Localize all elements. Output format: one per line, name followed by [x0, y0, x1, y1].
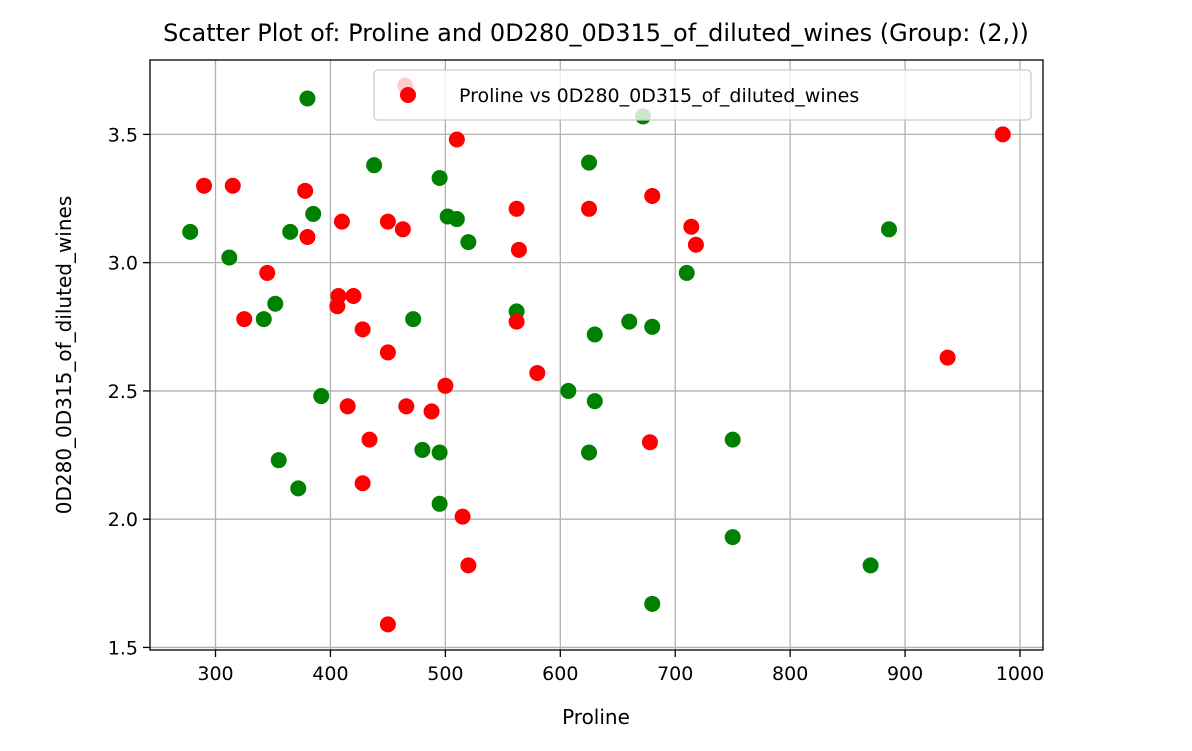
data-point — [644, 187, 661, 204]
data-point — [270, 452, 287, 469]
data-point — [305, 205, 322, 222]
data-point — [267, 295, 284, 312]
data-point — [431, 170, 448, 186]
data-point — [330, 288, 347, 304]
legend-box — [373, 69, 1032, 121]
data-point — [354, 321, 371, 338]
data-point — [683, 218, 700, 235]
y-tick-label: 2.0 — [108, 509, 138, 531]
legend: Proline vs 0D280_0D315_of_diluted_wines — [373, 69, 1032, 121]
data-point — [299, 90, 316, 107]
data-point — [379, 616, 396, 633]
x-tick-label: 800 — [772, 663, 808, 685]
x-tick-label: 1000 — [996, 663, 1044, 685]
x-tick-label: 300 — [197, 663, 233, 685]
data-point — [448, 131, 465, 148]
plot-frame — [149, 59, 1044, 651]
data-point — [297, 182, 314, 199]
data-point — [508, 313, 525, 330]
data-point — [581, 154, 598, 171]
data-point — [454, 508, 471, 525]
data-point — [182, 223, 199, 240]
y-tick-label: 3.5 — [108, 124, 138, 146]
data-point — [313, 388, 330, 405]
data-point — [448, 211, 465, 228]
data-point — [290, 480, 307, 497]
data-point — [255, 311, 272, 328]
x-tick-label: 400 — [312, 663, 348, 685]
data-point — [379, 344, 396, 361]
data-point — [678, 264, 695, 281]
legend-label: Proline vs 0D280_0D315_of_diluted_wines — [459, 85, 859, 107]
data-point — [282, 223, 299, 240]
x-tick-label: 500 — [427, 663, 463, 685]
data-point — [724, 431, 741, 448]
data-point — [510, 241, 527, 258]
data-point — [644, 318, 661, 335]
data-point — [508, 200, 525, 217]
x-tick-label: 600 — [542, 663, 578, 685]
data-point — [560, 382, 577, 399]
data-point — [354, 475, 371, 492]
data-point — [236, 311, 253, 328]
y-tick-label: 3.0 — [108, 253, 138, 275]
axis-ticks: 300 400 500 600 700 800 900 1000 1.5 2.0 2.5 3.0 3.5 — [108, 124, 1044, 685]
data-point — [394, 221, 411, 238]
data-point — [423, 403, 440, 420]
y-axis-label: 0D280_0D315_of_diluted_wines — [52, 196, 76, 515]
data-point — [581, 444, 598, 461]
data-point — [224, 177, 241, 194]
data-point — [437, 377, 454, 394]
data-point — [529, 364, 546, 381]
data-point — [414, 441, 431, 458]
data-point — [259, 264, 276, 281]
y-tick-label: 1.5 — [108, 637, 138, 659]
data-point — [586, 326, 603, 343]
data-point — [460, 234, 477, 251]
data-point — [366, 157, 383, 174]
data-point — [196, 177, 213, 194]
x-axis-label: Proline — [562, 705, 630, 729]
y-tick-label: 2.5 — [108, 381, 138, 403]
data-point — [345, 288, 362, 304]
data-point — [299, 229, 316, 245]
data-point — [621, 313, 638, 330]
x-tick-label: 900 — [887, 663, 923, 685]
data-point — [687, 236, 704, 253]
data-point — [339, 398, 356, 415]
data-point — [379, 213, 396, 230]
data-point — [581, 200, 598, 217]
data-point — [862, 557, 879, 574]
data-point — [994, 126, 1011, 143]
data-point — [431, 495, 448, 512]
data-point — [405, 311, 422, 328]
legend-marker — [400, 87, 416, 103]
data-point — [644, 595, 661, 612]
data-point — [221, 249, 238, 266]
data-point — [880, 221, 897, 238]
data-point — [333, 213, 350, 230]
data-point — [460, 557, 477, 574]
data-point — [939, 349, 956, 366]
x-tick-label: 700 — [657, 663, 693, 685]
data-point — [431, 444, 448, 461]
data-point — [724, 529, 741, 546]
grid — [150, 60, 1043, 650]
data-point — [361, 431, 378, 448]
chart-title: Scatter Plot of: Proline and 0D280_0D315… — [163, 19, 1029, 47]
data-point — [586, 393, 603, 410]
data-point — [398, 398, 415, 415]
data-point — [641, 434, 658, 451]
